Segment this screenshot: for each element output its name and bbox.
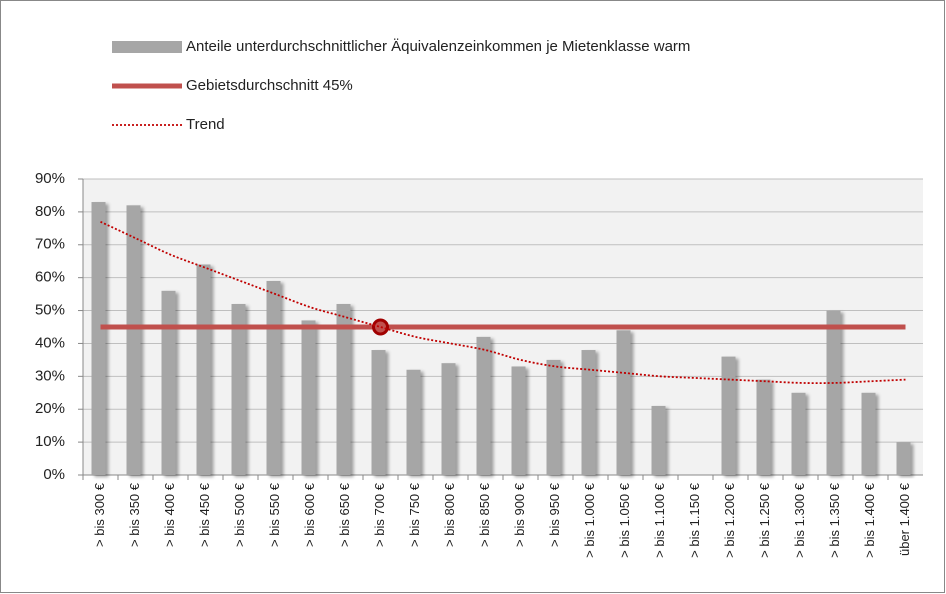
bar [371,350,386,475]
y-tick-label: 30% [35,367,65,384]
y-tick-label: 50% [35,302,65,319]
x-tick-label: > bis 950 € [547,482,562,547]
y-tick-label: 80% [35,203,65,220]
y-tick-label: 0% [43,466,65,483]
y-tick-label: 90% [35,170,65,187]
legend-label: Anteile unterdurchschnittlicher Äquivale… [186,38,690,55]
bar [266,280,281,475]
trend-line [100,220,906,385]
average-marker [372,318,389,336]
x-tick-label: > bis 850 € [477,482,492,547]
bar [791,392,806,475]
x-tick-label: > bis 1.100 € [652,482,667,558]
legend-label: Gebietsdurchschnitt 45% [186,77,353,94]
x-tick-label: > bis 1.050 € [617,482,632,558]
x-tick-label: > bis 1.200 € [722,482,737,558]
bar [826,310,841,475]
x-tick-label: > bis 350 € [127,482,142,547]
bar [161,290,176,475]
x-tick-label: > bis 1.300 € [792,482,807,558]
y-tick-label: 10% [35,433,65,450]
x-tick-label: > bis 500 € [232,482,247,547]
bar [196,264,211,475]
bar [476,336,491,475]
bar [91,202,106,475]
bar [336,303,351,475]
bar [651,405,666,475]
y-tick-label: 60% [35,269,65,286]
x-tick-label: > bis 800 € [442,482,457,547]
bar [126,205,141,476]
bar [511,366,526,475]
x-tick-label: > bis 1.400 € [862,482,877,558]
bar [896,442,911,475]
x-tick-label: über 1.400 € [897,482,912,556]
y-tick-label: 20% [35,400,65,417]
x-tick-label: > bis 300 € [92,482,107,547]
x-tick-label: > bis 600 € [302,482,317,547]
bar [301,320,316,475]
bar [721,356,736,475]
legend-swatch [112,41,182,53]
x-tick-label: > bis 1.000 € [582,482,597,558]
bar [231,303,246,475]
x-tick-label: > bis 1.350 € [827,482,842,558]
bar [756,379,771,475]
x-tick-label: > bis 700 € [372,482,387,547]
y-tick-label: 70% [35,236,65,253]
x-tick-label: > bis 900 € [512,482,527,547]
x-tick-label: > bis 650 € [337,482,352,547]
x-tick-label: > bis 1.250 € [757,482,772,558]
bar [441,363,456,475]
x-tick-label: > bis 750 € [407,482,422,547]
x-tick-label: > bis 450 € [197,482,212,547]
bar [581,350,596,475]
x-tick-label: > bis 1.150 € [687,482,702,558]
bar [616,330,631,475]
bar [546,359,561,475]
legend-label: Trend [186,116,225,133]
bar [406,369,421,475]
y-tick-label: 40% [35,334,65,351]
x-tick-label: > bis 400 € [162,482,177,547]
bar [861,392,876,475]
x-tick-label: > bis 550 € [267,482,282,547]
